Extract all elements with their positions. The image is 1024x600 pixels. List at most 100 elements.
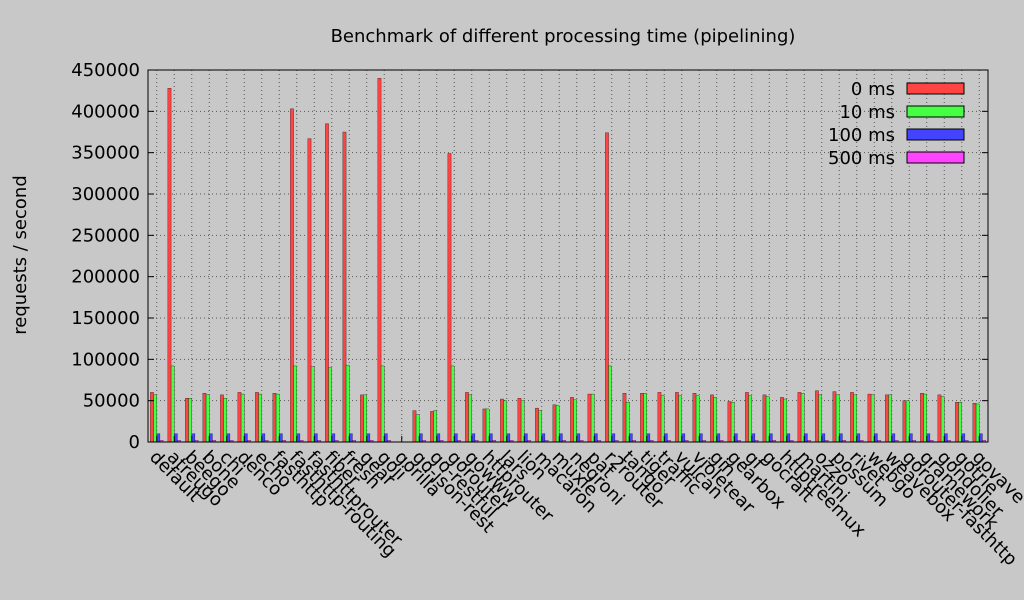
bar xyxy=(275,393,280,443)
y-tick-label: 100000 xyxy=(71,349,140,370)
bar xyxy=(310,366,315,443)
bar xyxy=(272,393,277,443)
bar xyxy=(363,394,367,443)
legend-label: 500 ms xyxy=(828,148,895,169)
bar xyxy=(678,395,682,443)
bar xyxy=(503,400,507,443)
bar xyxy=(342,131,347,443)
legend-label: 100 ms xyxy=(828,125,895,146)
bar xyxy=(150,392,154,443)
bar xyxy=(818,394,822,443)
bar xyxy=(710,394,714,443)
bar xyxy=(465,392,469,443)
bar xyxy=(500,398,504,443)
bar xyxy=(748,395,752,443)
bar xyxy=(482,408,487,443)
bar xyxy=(573,399,577,443)
bar xyxy=(695,395,700,443)
bar xyxy=(640,393,644,443)
bar xyxy=(293,365,297,443)
x-ticks: defaultatreugobeegobonechidencoechofasth… xyxy=(145,436,1024,570)
bar xyxy=(167,88,172,443)
bar xyxy=(328,367,332,443)
y-tick-label: 300000 xyxy=(71,184,140,205)
bar xyxy=(727,401,732,443)
bar xyxy=(380,365,385,443)
plot-frame xyxy=(147,69,989,443)
y-axis-label: requests / second xyxy=(10,175,31,335)
bar xyxy=(587,393,592,443)
bar xyxy=(345,364,350,443)
bar xyxy=(765,396,770,443)
bar xyxy=(240,393,245,443)
bar xyxy=(745,392,749,443)
bar xyxy=(940,396,945,443)
bar xyxy=(290,108,294,443)
bar xyxy=(535,407,539,443)
y-tick-label: 400000 xyxy=(71,101,140,122)
bar xyxy=(867,393,872,443)
bar xyxy=(450,365,455,443)
bar xyxy=(955,402,959,443)
bar xyxy=(832,391,837,443)
bar xyxy=(622,393,627,443)
chart-title: Benchmark of different processing time (… xyxy=(331,26,796,47)
bar xyxy=(920,393,924,443)
bar xyxy=(923,393,927,443)
y-tick-label: 250000 xyxy=(71,225,140,246)
bar xyxy=(412,410,417,443)
legend-swatch xyxy=(906,105,965,118)
bar xyxy=(223,398,227,443)
bar xyxy=(657,392,662,443)
y-tick-label: 150000 xyxy=(71,308,140,329)
bar xyxy=(517,398,522,443)
legend-label: 10 ms xyxy=(839,102,895,123)
bar xyxy=(552,404,557,443)
bar xyxy=(850,392,854,443)
legend-swatch xyxy=(906,82,965,95)
gridlines xyxy=(148,70,988,442)
bar xyxy=(888,394,892,443)
y-tick-label: 350000 xyxy=(71,143,140,164)
bar xyxy=(570,397,574,443)
bar xyxy=(692,393,697,443)
bar xyxy=(377,78,382,443)
bar xyxy=(797,392,802,443)
bar xyxy=(605,132,609,443)
bar xyxy=(170,365,175,443)
bar xyxy=(220,394,224,443)
bar xyxy=(905,400,910,443)
bar xyxy=(468,394,472,443)
bar xyxy=(853,394,857,443)
y-ticks: 0 50000 100000 150000 200000 250000 300000 3500… xyxy=(71,60,988,453)
bar xyxy=(762,394,767,443)
bar xyxy=(185,398,189,443)
legend-label: 0 ms xyxy=(851,79,895,100)
bar xyxy=(202,393,207,443)
bar xyxy=(258,393,262,443)
bar xyxy=(902,400,907,443)
bar xyxy=(430,411,434,443)
y-tick-label: 200000 xyxy=(71,267,140,288)
bar xyxy=(590,393,595,443)
bar xyxy=(608,365,612,443)
bar xyxy=(937,394,942,443)
bar xyxy=(360,394,364,443)
legend-swatch xyxy=(906,128,965,141)
bar xyxy=(815,390,819,443)
bar xyxy=(643,393,647,443)
bar xyxy=(800,393,805,443)
bar xyxy=(660,395,665,443)
bar xyxy=(188,398,192,443)
bar xyxy=(780,397,784,443)
bar xyxy=(835,394,840,443)
bar xyxy=(307,138,312,443)
bar xyxy=(447,153,452,443)
bar xyxy=(205,394,210,443)
y-tick-label: 0 xyxy=(129,432,140,453)
bar xyxy=(885,394,889,443)
bar xyxy=(783,398,787,443)
bar xyxy=(972,402,977,443)
